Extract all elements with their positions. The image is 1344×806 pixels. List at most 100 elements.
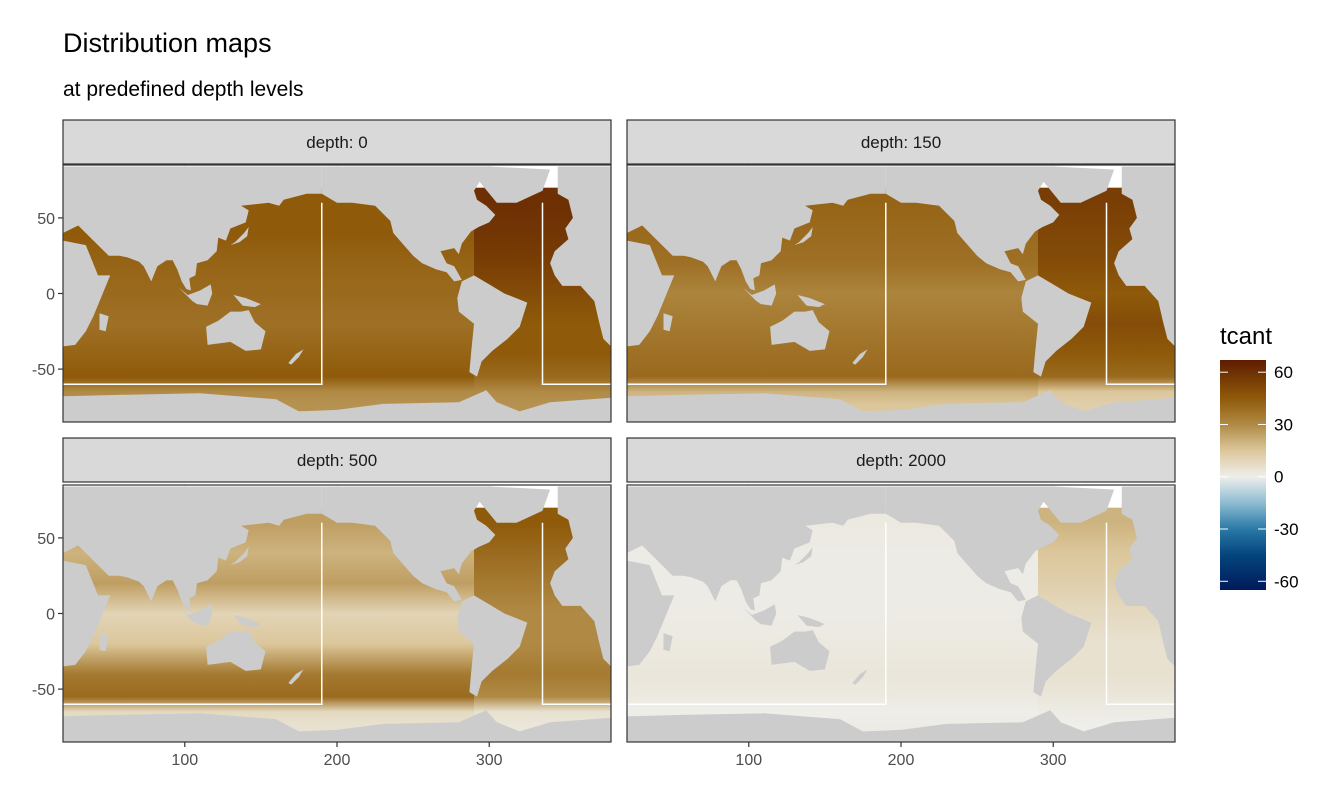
basin-boundary-indo-pacific [63, 202, 323, 385]
chart-title: Distribution maps [63, 28, 272, 58]
y-tick-label: 50 [37, 211, 55, 228]
facet-panel-depth-0: depth: 0 50 0 -50 [32, 119, 612, 423]
land-south-america [1021, 275, 1092, 377]
land-south-america [457, 595, 528, 697]
land-south-america [457, 275, 528, 377]
land-borneo-sumatra [742, 604, 777, 626]
x-tick-label: 300 [476, 752, 503, 769]
colorbar-label: 30 [1274, 415, 1293, 434]
land-new-zealand [852, 669, 868, 685]
y-tick-label: 0 [46, 607, 55, 624]
chart-subtitle: at predefined depth levels [63, 78, 304, 101]
facet-strip-label: depth: 2000 [856, 451, 946, 470]
land-australia [770, 630, 830, 671]
land-greenland [477, 166, 551, 203]
land-new-guinea [797, 615, 825, 628]
land-eurasia [63, 486, 322, 611]
facet-panels: depth: 0 50 0 -50 depth: 150 depth: 500 50 0 -50… [32, 119, 1176, 769]
facet-strip [626, 119, 1176, 165]
land-australia [770, 310, 830, 351]
land-borneo-sumatra [178, 284, 213, 306]
land-madagascar [99, 313, 109, 332]
land-australia [206, 310, 266, 351]
land-antarctica [63, 710, 611, 742]
y-tick-label: 0 [46, 287, 55, 304]
land-africa-east [63, 560, 111, 667]
land-antarctica [63, 390, 611, 422]
land-new-zealand [288, 669, 304, 685]
facet-strip [62, 437, 612, 483]
basin-boundary-atlantic [1105, 522, 1175, 705]
land-africa-east [63, 240, 111, 347]
facet-panel-depth-150: depth: 150 [626, 119, 1176, 423]
land-europe-africa-west [1114, 166, 1175, 347]
land-africa-east [627, 560, 675, 667]
land-greenland [477, 486, 551, 523]
land-africa-east [627, 240, 675, 347]
x-tick-label: 200 [888, 752, 915, 769]
colorbar-label: 60 [1274, 363, 1293, 382]
colorbar-label: 0 [1274, 468, 1283, 487]
land-europe-africa-west [550, 486, 611, 667]
land-new-guinea [797, 295, 825, 308]
land-japan [230, 227, 249, 246]
map-area [63, 165, 611, 422]
colorbar-label: -60 [1274, 572, 1299, 591]
land-new-zealand [852, 349, 868, 365]
map-area [627, 165, 1175, 422]
land-antarctica [627, 710, 1175, 742]
y-tick-label: 50 [37, 531, 55, 548]
land-borneo-sumatra [178, 604, 213, 626]
map-area [63, 485, 611, 742]
land-north-america [321, 166, 496, 282]
land-europe-africa-west [1114, 486, 1175, 667]
y-tick-label: -50 [32, 682, 55, 699]
land-japan [794, 547, 813, 566]
land-new-zealand [288, 349, 304, 365]
land-south-america [1021, 595, 1092, 697]
colorbar-label: -30 [1274, 520, 1299, 539]
land-eurasia [627, 166, 886, 291]
facet-panel-depth-500: depth: 500 50 0 -50 100 200 300 [32, 437, 612, 769]
colorbar [1220, 360, 1266, 590]
land-japan [230, 547, 249, 566]
land-greenland [1041, 166, 1115, 203]
land-new-guinea [233, 295, 261, 308]
facet-strip [62, 119, 612, 165]
land-borneo-sumatra [742, 284, 777, 306]
land-north-america [885, 486, 1060, 602]
land-madagascar [99, 633, 109, 652]
basin-boundary-atlantic [541, 202, 611, 385]
basin-boundary-indo-pacific [627, 202, 887, 385]
facet-strip-label: depth: 0 [306, 133, 367, 152]
land-north-america [321, 486, 496, 602]
map-area [627, 485, 1175, 742]
panel-border [626, 164, 1176, 423]
x-tick-label: 200 [324, 752, 351, 769]
facet-panel-depth-2000: depth: 2000 100 200 300 [626, 437, 1176, 769]
facet-strip [626, 437, 1176, 483]
basin-boundary-indo-pacific [627, 522, 887, 705]
land-madagascar [663, 633, 673, 652]
x-tick-label: 300 [1040, 752, 1067, 769]
basin-boundary-atlantic [1105, 202, 1175, 385]
x-tick-label: 100 [735, 752, 762, 769]
land-madagascar [663, 313, 673, 332]
land-australia [206, 630, 266, 671]
land-europe-africa-west [550, 166, 611, 347]
land-japan [794, 227, 813, 246]
basin-boundary-indo-pacific [63, 522, 323, 705]
y-tick-label: -50 [32, 362, 55, 379]
basin-boundary-atlantic [541, 522, 611, 705]
land-eurasia [627, 486, 886, 611]
x-tick-label: 100 [171, 752, 198, 769]
land-greenland [1041, 486, 1115, 523]
land-new-guinea [233, 615, 261, 628]
land-north-america [885, 166, 1060, 282]
land-eurasia [63, 166, 322, 291]
legend-title: tcant [1220, 323, 1272, 350]
land-antarctica [627, 390, 1175, 422]
facet-strip-label: depth: 150 [861, 133, 941, 152]
